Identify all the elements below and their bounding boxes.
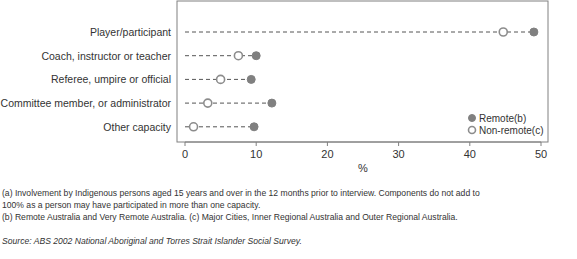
- plot-frame: [177, 1, 548, 142]
- x-tick-label: 50: [535, 148, 547, 160]
- dot: [247, 75, 255, 83]
- legend-label: Non-remote(c): [479, 125, 543, 136]
- x-tick: [327, 142, 328, 146]
- x-tick-label: 40: [464, 148, 476, 160]
- x-axis-line: [185, 142, 541, 143]
- dot: [499, 28, 507, 36]
- category-label: Player/participant: [90, 26, 171, 38]
- footnote: (a) Involvement by Indigenous persons ag…: [2, 188, 480, 198]
- leader-line: [185, 32, 534, 33]
- category-label: Committee member, or administrator: [1, 97, 172, 109]
- dot: [250, 123, 258, 131]
- x-tick-label: 30: [392, 148, 404, 160]
- footnote: (b) Remote Australia and Very Remote Aus…: [2, 212, 458, 222]
- legend-marker: [469, 115, 476, 122]
- source: Source: ABS 2002 National Aboriginal and…: [2, 236, 302, 246]
- dot: [234, 52, 242, 60]
- x-tick-label: 10: [250, 148, 262, 160]
- dot: [204, 99, 212, 107]
- legend-label: Remote(b): [479, 113, 526, 124]
- leader-line: [185, 103, 272, 104]
- x-tick: [398, 142, 399, 146]
- legend-marker: [469, 127, 476, 134]
- dot: [252, 52, 260, 60]
- x-tick: [185, 142, 186, 146]
- dot: [268, 99, 276, 107]
- leader-line: [185, 55, 256, 56]
- x-axis-label: %: [358, 162, 368, 174]
- x-tick: [469, 142, 470, 146]
- x-tick-label: 20: [321, 148, 333, 160]
- x-tick: [256, 142, 257, 146]
- dot: [530, 28, 538, 36]
- x-tick-label: 0: [182, 148, 188, 160]
- category-label: Coach, instructor or teacher: [41, 50, 171, 62]
- dot: [217, 75, 225, 83]
- plot-area: [185, 28, 538, 131]
- x-tick: [541, 142, 542, 146]
- category-label: Other capacity: [103, 121, 171, 133]
- category-label: Referee, umpire or official: [51, 73, 171, 85]
- dot: [190, 123, 198, 131]
- footnote: 100% as a person may have participated i…: [2, 200, 260, 210]
- chart: 0 10 20 30 40 50% Player/participant Coach, ins…: [0, 0, 577, 259]
